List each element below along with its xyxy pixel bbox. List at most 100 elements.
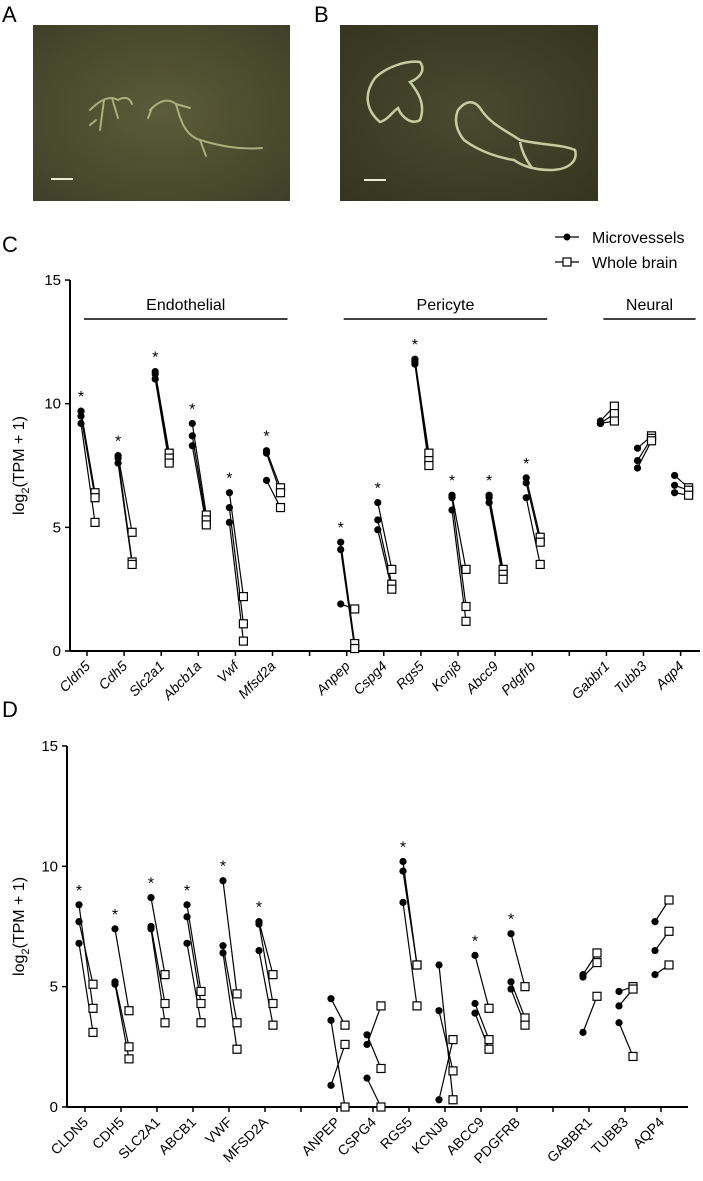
microvessel-point — [651, 971, 659, 979]
microvessel-point — [363, 1031, 371, 1039]
x-tick-label: ANPEP — [298, 1114, 343, 1159]
pair-line — [222, 952, 238, 1050]
microvessel-point — [374, 499, 382, 507]
gene-tubb3: TUBB3 — [588, 982, 638, 1157]
pair-line — [114, 928, 130, 1011]
whole-brain-point — [88, 979, 98, 989]
pair-line — [451, 497, 467, 607]
whole-brain-point — [628, 1051, 638, 1062]
y-tick-label: 10 — [41, 858, 58, 875]
whole-brain-point — [90, 517, 100, 528]
pair-line — [402, 871, 418, 966]
whole-brain-point — [350, 604, 360, 614]
gene-aqp4: AQP4 — [629, 895, 674, 1152]
gene-cldn5: * Cldn5 — [56, 389, 100, 695]
x-tick-label: Tubb3 — [611, 658, 650, 697]
microvessel-point — [327, 1081, 335, 1089]
microvessel-point — [471, 951, 479, 959]
microvessel-point — [219, 877, 227, 885]
x-tick-label: Anpep — [312, 658, 353, 699]
microvessel-point — [219, 942, 227, 950]
microvessel-point — [448, 506, 456, 514]
microvessel-point — [522, 479, 530, 487]
significance-asterisk: * — [112, 907, 118, 924]
x-tick-label: Mfsd2a — [235, 658, 279, 702]
pair-line — [330, 1044, 346, 1086]
pair-line — [191, 423, 207, 516]
gene-anpep: ANPEP — [298, 995, 350, 1159]
whole-brain-point — [448, 1095, 458, 1105]
scale-bar — [51, 178, 73, 180]
whole-brain-point — [196, 986, 206, 997]
whole-brain-point — [124, 1042, 134, 1052]
y-axis-label-subscript: 2 — [20, 488, 32, 494]
pair-line — [191, 435, 207, 521]
microvessel-point — [596, 419, 605, 428]
microvessel-point — [471, 1009, 479, 1017]
microvessel-point — [147, 893, 155, 902]
panel-label-b: B — [314, 2, 329, 27]
y-tick-label: 15 — [44, 272, 61, 289]
whole-brain-point — [376, 1063, 386, 1074]
whole-brain-point — [88, 1003, 98, 1013]
whole-brain-point — [387, 584, 397, 594]
microvessel-point — [188, 442, 196, 450]
pair-line — [154, 373, 170, 459]
whole-brain-point — [275, 488, 286, 498]
microvessel-point — [448, 494, 456, 502]
group-label: Pericyte — [417, 297, 475, 314]
microvessel-point — [485, 494, 493, 502]
microvessel-point — [363, 1040, 371, 1049]
pair-line — [150, 897, 166, 975]
gene-anpep: * Anpep — [312, 520, 360, 699]
whole-brain-point — [232, 989, 242, 999]
x-tick-label: Abcc9 — [462, 658, 502, 698]
whole-brain-point — [127, 559, 137, 570]
microvessel-point — [111, 925, 119, 933]
pair-line — [525, 477, 541, 538]
whole-brain-point — [238, 636, 248, 646]
x-tick-label: CSPG4 — [334, 1114, 379, 1159]
legend-item-microvessels: Microvessels — [555, 230, 684, 247]
microvessel-point — [77, 412, 85, 420]
gene-cdh5: *Cdh5 — [95, 434, 137, 693]
pair-line — [438, 964, 454, 1100]
microvessel-point — [262, 449, 271, 457]
whole-brain-point — [268, 1020, 278, 1030]
microvessel-point — [411, 360, 419, 368]
micrograph-b — [340, 25, 598, 201]
pair-line — [366, 1034, 382, 1069]
microvessel-point — [188, 419, 196, 428]
whole-brain-point — [609, 401, 620, 411]
significance-asterisk: * — [220, 859, 226, 876]
x-tick-label: ABCB1 — [155, 1114, 199, 1158]
significance-asterisk: * — [263, 429, 269, 446]
open-square-marker-icon — [562, 257, 572, 267]
x-tick-label: Kcnj8 — [428, 658, 464, 694]
pair-line — [150, 926, 166, 1004]
microvessel-point — [579, 973, 587, 981]
pair-line — [402, 902, 418, 1006]
microvessel-point — [337, 538, 345, 546]
microvessel-point — [507, 978, 515, 986]
whole-brain-point — [412, 1001, 422, 1011]
microvessel-point — [374, 516, 382, 524]
pair-line — [117, 455, 133, 533]
group-label: Endothelial — [146, 297, 225, 314]
gene-aqp4: Aqp4 — [652, 471, 694, 693]
gene-cspg4: * Cspg4 — [350, 481, 397, 698]
panel-label-c: C — [2, 232, 18, 257]
whole-brain-point — [683, 490, 694, 500]
microvessel-point — [374, 526, 382, 534]
significance-asterisk: * — [412, 337, 418, 354]
microvessel-point — [651, 918, 659, 926]
y-tick-label: 10 — [44, 396, 61, 413]
whole-brain-point — [448, 1066, 458, 1076]
microvessel-point — [522, 474, 530, 482]
whole-brain-point — [664, 926, 674, 936]
gene-vwf: *VWF — [202, 859, 242, 1147]
y-axis-label-part: (TPM + 1) — [11, 416, 28, 488]
microvessel-point — [615, 987, 623, 996]
legend-label-microvessels: Microvessels — [592, 230, 684, 247]
microvessel-point — [671, 471, 679, 480]
